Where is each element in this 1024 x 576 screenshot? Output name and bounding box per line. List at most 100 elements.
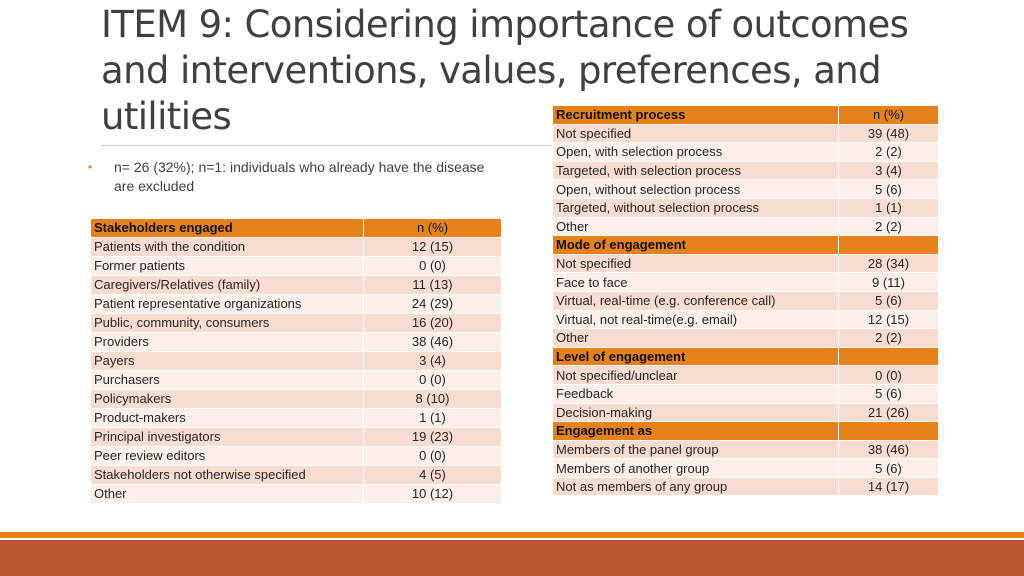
row-label: Principal investigators [90, 427, 364, 447]
row-label: Purchasers [90, 370, 364, 390]
table-row: Public, community, consumers 16 (20) [90, 313, 502, 333]
row-label: Virtual, not real-time(e.g. email) [552, 309, 839, 330]
table-row: Members of the panel group 38 (46) [552, 439, 939, 460]
table-row: Not specified 28 (34) [552, 253, 939, 274]
row-label: Patient representative organizations [90, 294, 364, 314]
title-divider [101, 145, 553, 146]
row-value: 5 (6) [838, 383, 939, 404]
table-row: Targeted, without selection process 1 (1) [552, 197, 939, 218]
row-label: Feedback [552, 383, 839, 404]
table-row: Caregivers/Relatives (family) 11 (13) [90, 275, 502, 295]
row-value: 28 (34) [838, 253, 939, 274]
section-header-row: Engagement as [552, 421, 939, 441]
row-label: Mode of engagement [552, 235, 839, 255]
table-row: Patient representative organizations 24 (… [90, 294, 502, 314]
table-row: Product-makers 1 (1) [90, 408, 502, 428]
table-row: Not specified 39 (48) [552, 123, 939, 144]
stakeholders-table: Stakeholders engaged n (%) Patients with t… [90, 218, 502, 504]
table-row: Payers 3 (4) [90, 351, 502, 371]
table-row: Feedback 5 (6) [552, 383, 939, 404]
row-value: 16 (20) [363, 313, 502, 333]
row-value: 24 (29) [363, 294, 502, 314]
table-row: Other 2 (2) [552, 216, 939, 237]
table-row: Open, with selection process 2 (2) [552, 142, 939, 162]
table-row: Not specified/unclear 0 (0) [552, 365, 939, 385]
table-row: Targeted, with selection process 3 (4) [552, 160, 939, 181]
row-value: 4 (5) [363, 465, 502, 485]
bullet-text: n= 26 (32%); n=1: individuals who alread… [114, 159, 485, 194]
row-label: Open, with selection process [552, 142, 839, 162]
row-label: Virtual, real-time (e.g. conference call… [552, 290, 839, 311]
bullet-icon: • [88, 160, 93, 174]
row-label: Payers [90, 351, 364, 371]
table-row: Virtual, not real-time(e.g. email) 12 (15… [552, 309, 939, 330]
row-label: Patients with the condition [90, 237, 364, 257]
bullet-point: • n= 26 (32%); n=1: individuals who alre… [88, 158, 488, 196]
row-label: Not specified/unclear [552, 365, 839, 385]
table-row: Stakeholders not otherwise specified 4 (5… [90, 465, 502, 485]
table-row: Principal investigators 19 (23) [90, 427, 502, 447]
row-label: Engagement as [552, 421, 839, 441]
row-value: 0 (0) [363, 446, 502, 466]
row-value: 5 (6) [838, 290, 939, 311]
row-value: 8 (10) [363, 389, 502, 409]
row-value: 0 (0) [363, 370, 502, 390]
row-label: Former patients [90, 256, 364, 276]
table-row: Members of another group 5 (6) [552, 458, 939, 478]
section-header-row: Level of engagement [552, 346, 939, 367]
row-value [838, 235, 939, 255]
table-row: Other 2 (2) [552, 328, 939, 348]
row-label: Stakeholders not otherwise specified [90, 465, 364, 485]
section-header-row: Recruitment process n (%) [552, 105, 939, 125]
row-label: Members of the panel group [552, 439, 839, 460]
row-label: Recruitment process [552, 105, 839, 125]
table-row: Other 10 (12) [90, 484, 502, 504]
section-header-row: Mode of engagement [552, 235, 939, 255]
row-label: Not specified [552, 123, 839, 144]
row-label: Level of engagement [552, 346, 839, 367]
row-value: 5 (6) [838, 458, 939, 478]
row-label: Face to face [552, 272, 839, 292]
row-value: 19 (23) [363, 427, 502, 447]
footer-band [0, 540, 1024, 576]
row-label: Members of another group [552, 458, 839, 478]
table-row: Former patients 0 (0) [90, 256, 502, 276]
table-row: Providers 38 (46) [90, 332, 502, 352]
row-label: Not specified [552, 253, 839, 274]
row-value: 12 (15) [363, 237, 502, 257]
row-value: 1 (1) [363, 408, 502, 428]
row-label: Policymakers [90, 389, 364, 409]
row-value: n (%) [363, 218, 502, 238]
row-label: Other [90, 484, 364, 504]
row-label: Targeted, without selection process [552, 197, 839, 218]
row-value [838, 346, 939, 367]
table-row: Decision-making 21 (26) [552, 402, 939, 423]
row-label: Providers [90, 332, 364, 352]
table-row: Face to face 9 (11) [552, 272, 939, 292]
row-label: Caregivers/Relatives (family) [90, 275, 364, 295]
row-label: Open, without selection process [552, 179, 839, 199]
table-row: Not as members of any group 14 (17) [552, 476, 939, 497]
row-value: 10 (12) [363, 484, 502, 504]
row-value: 2 (2) [838, 328, 939, 348]
row-value: 38 (46) [363, 332, 502, 352]
row-label: Public, community, consumers [90, 313, 364, 333]
row-value: 12 (15) [838, 309, 939, 330]
table-row: Patients with the condition 12 (15) [90, 237, 502, 257]
row-value: 1 (1) [838, 197, 939, 218]
slide-title: ITEM 9: Considering importance of outcom… [101, 3, 909, 138]
row-label: Decision-making [552, 402, 839, 423]
table-row: Open, without selection process 5 (6) [552, 179, 939, 199]
row-value: 21 (26) [838, 402, 939, 423]
row-value: n (%) [838, 105, 939, 125]
table-header-row: Stakeholders engaged n (%) [90, 218, 502, 238]
row-value: 3 (4) [363, 351, 502, 371]
row-label: Targeted, with selection process [552, 160, 839, 181]
row-value: 11 (13) [363, 275, 502, 295]
row-value: 2 (2) [838, 142, 939, 162]
row-label: Product-makers [90, 408, 364, 428]
table-row: Policymakers 8 (10) [90, 389, 502, 409]
row-value: 0 (0) [838, 365, 939, 385]
row-value [838, 421, 939, 441]
row-value: 9 (11) [838, 272, 939, 292]
